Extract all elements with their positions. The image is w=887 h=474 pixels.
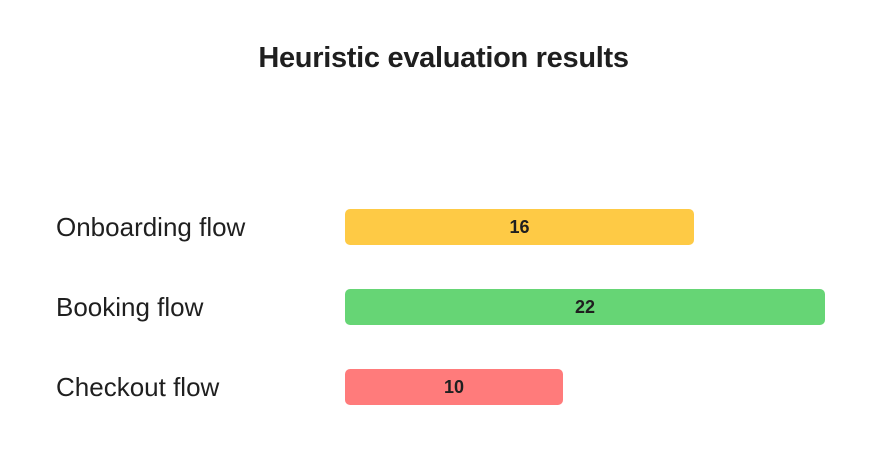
category-label: Onboarding flow: [56, 212, 246, 242]
bar-row: Onboarding flow 16: [0, 209, 887, 245]
bar: 10: [345, 369, 563, 405]
bar-value-label: 16: [509, 217, 530, 237]
bar: 22: [345, 289, 825, 325]
category-label: Checkout flow: [56, 372, 220, 402]
bar-row: Booking flow 22: [0, 289, 887, 325]
bar-value-label: 10: [443, 377, 465, 397]
bar: 16: [345, 209, 694, 245]
bar-row: Checkout flow 10: [0, 369, 887, 405]
chart-title: Heuristic evaluation results: [258, 42, 629, 74]
category-label: Booking flow: [56, 292, 204, 322]
bar-value-label: 22: [574, 297, 596, 317]
